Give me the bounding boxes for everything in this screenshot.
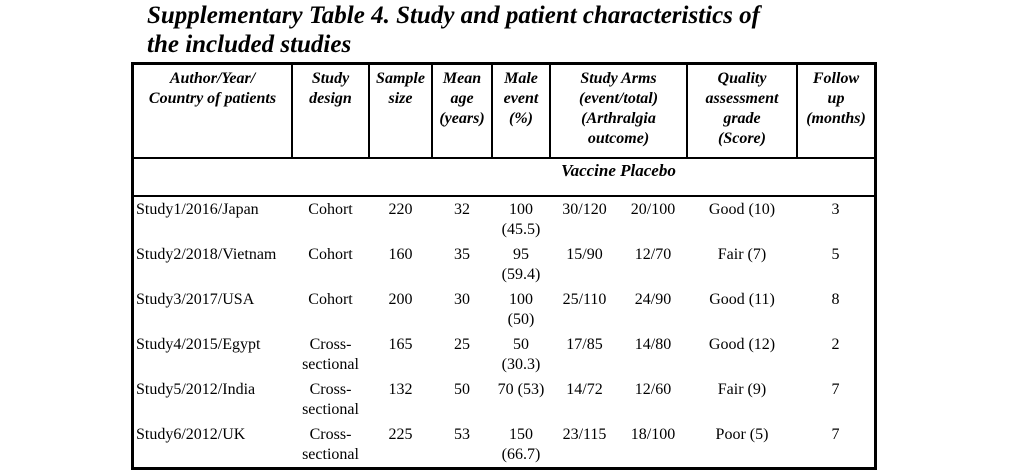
cell-placebo-arm: 18/100 (630, 426, 676, 443)
cell-quality: Good (12) (708, 336, 776, 353)
col-header-mean-age: Mean age (years) (432, 65, 493, 159)
subheader-row: Vaccine Placebo (134, 158, 874, 197)
cell-study-design: Cross- sectional (302, 426, 359, 463)
cell-followup: 2 (831, 336, 840, 353)
cell-sample-size: 225 (388, 426, 413, 443)
subheader-vaccine-placebo: Vaccine Placebo (561, 161, 676, 180)
cell-followup: 7 (831, 426, 840, 443)
cell-vaccine-arm: 23/115 (562, 426, 607, 443)
data-table: Author/Year/ Country of patients Study d… (134, 65, 874, 467)
cell-male-event: 50 (30.3) (501, 336, 541, 373)
cell-study-design: Cohort (308, 201, 353, 218)
table-row: Study5/2012/India Cross- sectional 132 5… (134, 377, 874, 422)
cell-author: Study1/2016/Japan (136, 201, 259, 218)
cell-followup: 5 (831, 246, 840, 263)
cell-vaccine-arm: 30/120 (562, 201, 607, 218)
cell-placebo-arm: 12/60 (634, 381, 672, 398)
cell-placebo-arm: 14/80 (634, 336, 672, 353)
cell-placebo-arm: 24/90 (634, 291, 672, 308)
cell-placebo-arm: 20/100 (630, 201, 676, 218)
cell-male-event: 150 (66.7) (501, 426, 541, 463)
cell-mean-age: 25 (454, 336, 470, 353)
table-row: Study6/2012/UK Cross- sectional 225 53 1… (134, 422, 874, 467)
table-title-line2: the included studies (147, 31, 352, 58)
cell-quality: Good (10) (708, 201, 776, 218)
cell-male-event: 100 (45.5) (501, 201, 541, 238)
cell-followup: 3 (831, 201, 840, 218)
header-row: Author/Year/ Country of patients Study d… (134, 65, 874, 159)
cell-quality: Good (11) (709, 291, 775, 308)
table-title: Supplementary Table 4. Study and patient… (147, 1, 917, 59)
cell-mean-age: 32 (454, 201, 470, 218)
cell-vaccine-arm: 14/72 (566, 381, 603, 398)
table-title-line1: Supplementary Table 4. Study and patient… (147, 2, 760, 29)
cell-study-design: Cross- sectional (302, 381, 359, 418)
cell-mean-age: 35 (454, 246, 470, 263)
cell-sample-size: 160 (388, 246, 413, 263)
study-characteristics-table: Author/Year/ Country of patients Study d… (131, 62, 877, 470)
cell-quality: Fair (9) (717, 381, 767, 398)
cell-quality: Poor (5) (715, 426, 769, 443)
table-row: Study3/2017/USA Cohort 200 30 100 (50) 2… (134, 287, 874, 332)
col-header-sample-size: Sample size (369, 65, 433, 159)
cell-sample-size: 220 (388, 201, 413, 218)
cell-male-event: 100 (50) (507, 291, 535, 328)
cell-author: Study6/2012/UK (136, 426, 246, 443)
cell-vaccine-arm: 25/110 (562, 291, 607, 308)
cell-author: Study4/2015/Egypt (136, 336, 261, 353)
col-header-study-arms: Study Arms (event/total) (Arthralgia out… (550, 65, 688, 159)
cell-author: Study2/2018/Vietnam (136, 246, 277, 263)
col-header-quality: Quality assessment grade (Score) (687, 65, 798, 159)
cell-mean-age: 30 (454, 291, 470, 308)
cell-placebo-arm: 12/70 (634, 246, 672, 263)
col-header-author: Author/Year/ Country of patients (134, 65, 293, 159)
cell-male-event: 95 (59.4) (501, 246, 541, 283)
cell-quality: Fair (7) (717, 246, 767, 263)
cell-sample-size: 200 (388, 291, 413, 308)
cell-study-design: Cohort (308, 246, 353, 263)
cell-male-event: 70 (53) (497, 381, 545, 398)
cell-sample-size: 165 (388, 336, 413, 353)
cell-study-design: Cohort (308, 291, 353, 308)
col-header-study-design: Study design (292, 65, 370, 159)
table-row: Study1/2016/Japan Cohort 220 32 100 (45.… (134, 196, 874, 242)
cell-followup: 7 (831, 381, 840, 398)
cell-vaccine-arm: 17/85 (566, 336, 603, 353)
cell-vaccine-arm: 15/90 (566, 246, 603, 263)
cell-sample-size: 132 (388, 381, 413, 398)
subheader-cell: Vaccine Placebo (134, 158, 874, 197)
cell-author: Study3/2017/USA (136, 291, 255, 308)
cell-mean-age: 50 (454, 381, 470, 398)
cell-study-design: Cross- sectional (302, 336, 359, 373)
col-header-followup: Follow up (months) (797, 65, 874, 159)
cell-mean-age: 53 (454, 426, 470, 443)
cell-author: Study5/2012/India (136, 381, 256, 398)
table-row: Study2/2018/Vietnam Cohort 160 35 95 (59… (134, 242, 874, 287)
col-header-male-event: Male event (%) (492, 65, 551, 159)
table-row: Study4/2015/Egypt Cross- sectional 165 2… (134, 332, 874, 377)
cell-followup: 8 (831, 291, 840, 308)
